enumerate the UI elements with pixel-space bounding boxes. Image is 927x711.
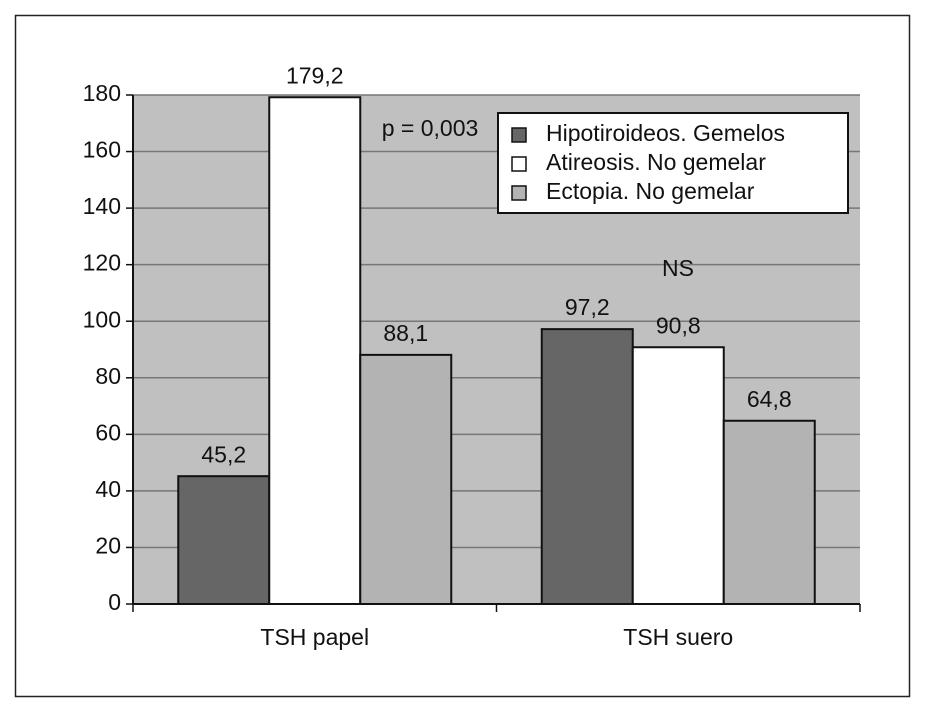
plot-area: 0 20 40 60 80 100 120 140 160 180 TSH papel 45,2 179… [83,62,861,650]
bar [722,419,816,606]
y-tick-label: 180 [83,80,121,106]
bar [359,353,453,605]
value-label: 88,1 [383,320,428,346]
legend-label: Ectopia. No gemelar [546,178,755,204]
bar [631,346,725,605]
bar [268,96,362,605]
y-tick-label: 60 [95,419,121,445]
x-tick-label: TSH papel [260,624,369,650]
y-tick-label: 0 [108,589,121,615]
value-label: 45,2 [201,441,246,467]
legend-swatch [511,185,527,201]
legend-box [497,112,849,214]
legend-label: Atireosis. No gemelar [546,149,766,175]
legend-label: Hipotiroideos. Gemelos [546,120,785,146]
legend-swatch [511,156,527,172]
value-label: 97,2 [565,294,610,320]
value-label: 90,8 [656,312,701,338]
x-tick-label: TSH suero [623,624,733,650]
value-label: 179,2 [286,62,344,88]
y-tick-label: 160 [83,137,121,163]
annotation: p = 0,003 [382,115,479,141]
bar [177,475,271,605]
y-tick-label: 120 [83,250,121,276]
value-label: 64,8 [747,386,792,412]
y-tick-label: 100 [83,306,121,332]
y-tick-label: 140 [83,193,121,219]
legend-swatch [511,127,527,143]
annotation: NS [662,255,694,281]
y-tick-label: 40 [95,476,121,502]
bar [540,328,634,605]
y-tick-label: 80 [95,363,121,389]
y-tick-label: 20 [95,533,121,559]
